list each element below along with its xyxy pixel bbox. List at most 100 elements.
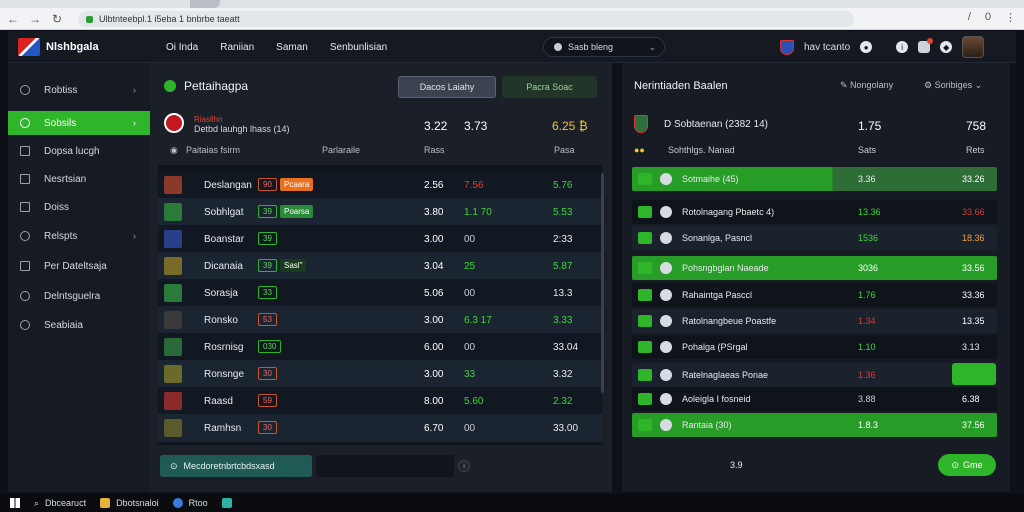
notifications-icon[interactable] — [918, 38, 934, 53]
market-odd-1[interactable]: 1.36 — [858, 370, 876, 380]
market-odd-1[interactable]: 1.76 — [858, 290, 876, 300]
table-row[interactable]: Sobhlgat 39 Poarsa 3.80 1.1 70 5.53 — [158, 198, 602, 226]
market-row[interactable]: Sotmaihe (45) 3.36 33.26 — [632, 167, 997, 191]
taskbar-item-1[interactable]: ⌕ Dbcearuct — [34, 498, 86, 509]
sidebar-item-7[interactable]: Per Dateltsaja — [8, 254, 150, 278]
menu-icon[interactable]: ⋮ — [1005, 12, 1016, 24]
table-row[interactable]: Raasd 59 8.00 5.60 2.32 — [158, 387, 602, 415]
info-icon[interactable]: i — [896, 41, 909, 53]
odd-value-3[interactable]: 5.76 — [553, 180, 573, 191]
odd-value-2[interactable]: 5.60 — [464, 396, 484, 407]
column-header[interactable]: Rets — [966, 145, 985, 155]
column-header[interactable]: Sohthlgs. Nanad — [668, 145, 735, 155]
match-odd-1[interactable]: 3.22 — [424, 119, 448, 133]
market-odd-2[interactable]: 33.66 — [962, 207, 985, 217]
odd-value-3[interactable]: 33.00 — [553, 423, 579, 434]
taskbar-item-4[interactable] — [221, 498, 232, 508]
stake-input[interactable] — [316, 455, 454, 477]
sidebar-item-8[interactable]: Delntsguelra — [8, 284, 150, 308]
nav-item-home[interactable]: Oi Inda — [166, 41, 199, 53]
extension-icon[interactable]: / — [967, 11, 971, 23]
avatar[interactable] — [962, 36, 985, 58]
filter-dropdown[interactable]: ⚙ Soribiges ⌄ — [924, 80, 983, 90]
market-row[interactable]: Pohalga (PSrgal 1.10 3.13 — [632, 335, 997, 359]
column-header[interactable]: Pasa — [554, 145, 575, 155]
table-row[interactable]: Deslangan 90 Pcaara 2.56 7.56 5.76 — [158, 171, 602, 199]
nav-item-2[interactable]: Raniian — [220, 41, 255, 53]
bottom-action-button[interactable]: ⊙ Mecdoretnbrtcbdsxasd — [160, 455, 312, 477]
settings-icon[interactable]: ● — [860, 41, 873, 53]
address-bar[interactable]: Ulbtnteebpl.1 i5eba 1 bnbrbe taeatt — [78, 11, 854, 27]
market-odd-2[interactable]: 37.56 — [962, 420, 985, 430]
table-row[interactable]: Ramhsn 30 6.70 00 33.00 — [158, 414, 602, 442]
sidebar-item-1[interactable]: Robtiss › — [8, 78, 150, 102]
odd-value-2[interactable]: 00 — [464, 342, 476, 353]
go-button[interactable]: ⊙ Gme — [938, 454, 996, 476]
account-text[interactable]: hav tcanto — [804, 41, 851, 53]
sort-dropdown[interactable]: ✎ Nongolany — [840, 80, 894, 90]
market-odd-1[interactable]: 1536 — [858, 233, 879, 243]
odd-value-2[interactable]: 1.1 70 — [464, 207, 492, 218]
column-header[interactable]: Sats — [858, 145, 877, 155]
odd-value-2[interactable]: 00 — [464, 288, 476, 299]
odd-value-3[interactable]: 5.53 — [553, 207, 573, 218]
market-odd-2[interactable]: 6.38 — [962, 394, 980, 404]
market-row[interactable]: Rotolnagang Pbaetc 4) 13.36 33.66 — [632, 200, 997, 224]
table-row[interactable]: Dicanaia 39 Sasl" 3.04 25 5.87 — [158, 252, 602, 280]
sidebar-item-2[interactable]: Sobsils › — [8, 111, 150, 135]
market-odd-1[interactable]: 3.36 — [858, 174, 876, 184]
primary-action-button[interactable]: Dacos Laiahy — [398, 76, 496, 98]
market-row[interactable]: Aoleigla I fosneid 3.88 6.38 — [632, 387, 997, 411]
search-box[interactable]: Sasb bleng ⌄ — [543, 37, 665, 57]
market-odd-2[interactable]: 33.36 — [962, 290, 985, 300]
back-icon[interactable]: ← — [7, 11, 19, 26]
column-header[interactable]: Parlaraile — [322, 145, 361, 155]
sidebar-item-6[interactable]: Relspts › — [8, 224, 150, 248]
odd-value-3[interactable]: 33.04 — [553, 342, 579, 353]
odd-value-1[interactable]: 3.80 — [424, 207, 444, 218]
quick-bet-button[interactable] — [952, 363, 996, 385]
odd-value-1[interactable]: 8.00 — [424, 396, 444, 407]
secondary-action-button[interactable]: Pacra Soac — [502, 76, 597, 98]
odd-value-2[interactable]: 33 — [464, 369, 476, 380]
brand-logo[interactable] — [18, 37, 40, 56]
table-row[interactable]: Sorasja 33 5.06 00 13.3 — [158, 279, 602, 307]
selected-odd-1[interactable]: 1.75 — [858, 119, 882, 133]
sort-icon[interactable]: ◉ — [170, 145, 178, 155]
table-row[interactable]: Boanstar 39 3.00 00 2:33 — [158, 225, 602, 253]
odd-value-3[interactable]: 2.32 — [553, 396, 573, 407]
match-header[interactable]: Riasllhn Detbd lauhgh lhass (14) 3.22 3.… — [164, 113, 604, 135]
odd-value-2[interactable]: 7.56 — [464, 180, 484, 191]
selected-odd-2[interactable]: 758 — [966, 119, 987, 133]
market-row[interactable]: Ratolnangbeue Poastfe 1.34 13.35 — [632, 309, 997, 333]
odd-value-2[interactable]: 6.3 17 — [464, 315, 492, 326]
column-header[interactable]: Rass — [424, 145, 445, 155]
browser-tab[interactable] — [190, 0, 220, 8]
market-odd-2[interactable]: 33.56 — [962, 263, 985, 273]
taskbar-item-3[interactable]: Rtoo — [172, 498, 208, 508]
profile-icon[interactable]: 0 — [984, 11, 991, 23]
market-row[interactable]: Rantaia (30) 1.8.3 37.56 — [632, 413, 997, 437]
sidebar-item-4[interactable]: Nesrtsian — [8, 167, 150, 191]
market-odd-2[interactable]: 3.13 — [962, 342, 980, 352]
selected-match[interactable]: D Sobtaenan (2382 14) 1.75 758 — [634, 115, 1000, 135]
market-odd-1[interactable]: 1.8.3 — [858, 420, 879, 430]
market-odd-1[interactable]: 3.88 — [858, 394, 876, 404]
sidebar-item-5[interactable]: Doiss — [8, 195, 150, 219]
taskbar-item-2[interactable]: Dbotsnaloi — [100, 498, 159, 508]
market-odd-2[interactable]: 33.26 — [962, 174, 985, 184]
odd-value-3[interactable]: 5.87 — [553, 261, 573, 272]
nav-item-4[interactable]: Senbunlisian — [329, 41, 388, 53]
odd-value-1[interactable]: 6.70 — [424, 423, 444, 434]
table-row[interactable]: Ronsnge 30 3.00 33 3.32 — [158, 360, 602, 388]
odd-value-1[interactable]: 3.04 — [424, 261, 444, 272]
table-row[interactable]: Rosrnisg 030 6.00 00 33.04 — [158, 333, 602, 361]
scrollbar[interactable] — [601, 173, 604, 393]
market-odd-1[interactable]: 3036 — [858, 263, 879, 273]
odd-value-3[interactable]: 3.33 — [553, 315, 573, 326]
market-odd-2[interactable]: 13.35 — [962, 316, 985, 326]
market-row[interactable]: Pohsngbglan Naeade 3036 33.56 — [632, 256, 997, 280]
nav-item-3[interactable]: Saman — [276, 41, 308, 53]
odd-value-1[interactable]: 6.00 — [424, 342, 444, 353]
odd-value-2[interactable]: 00 — [464, 234, 476, 245]
